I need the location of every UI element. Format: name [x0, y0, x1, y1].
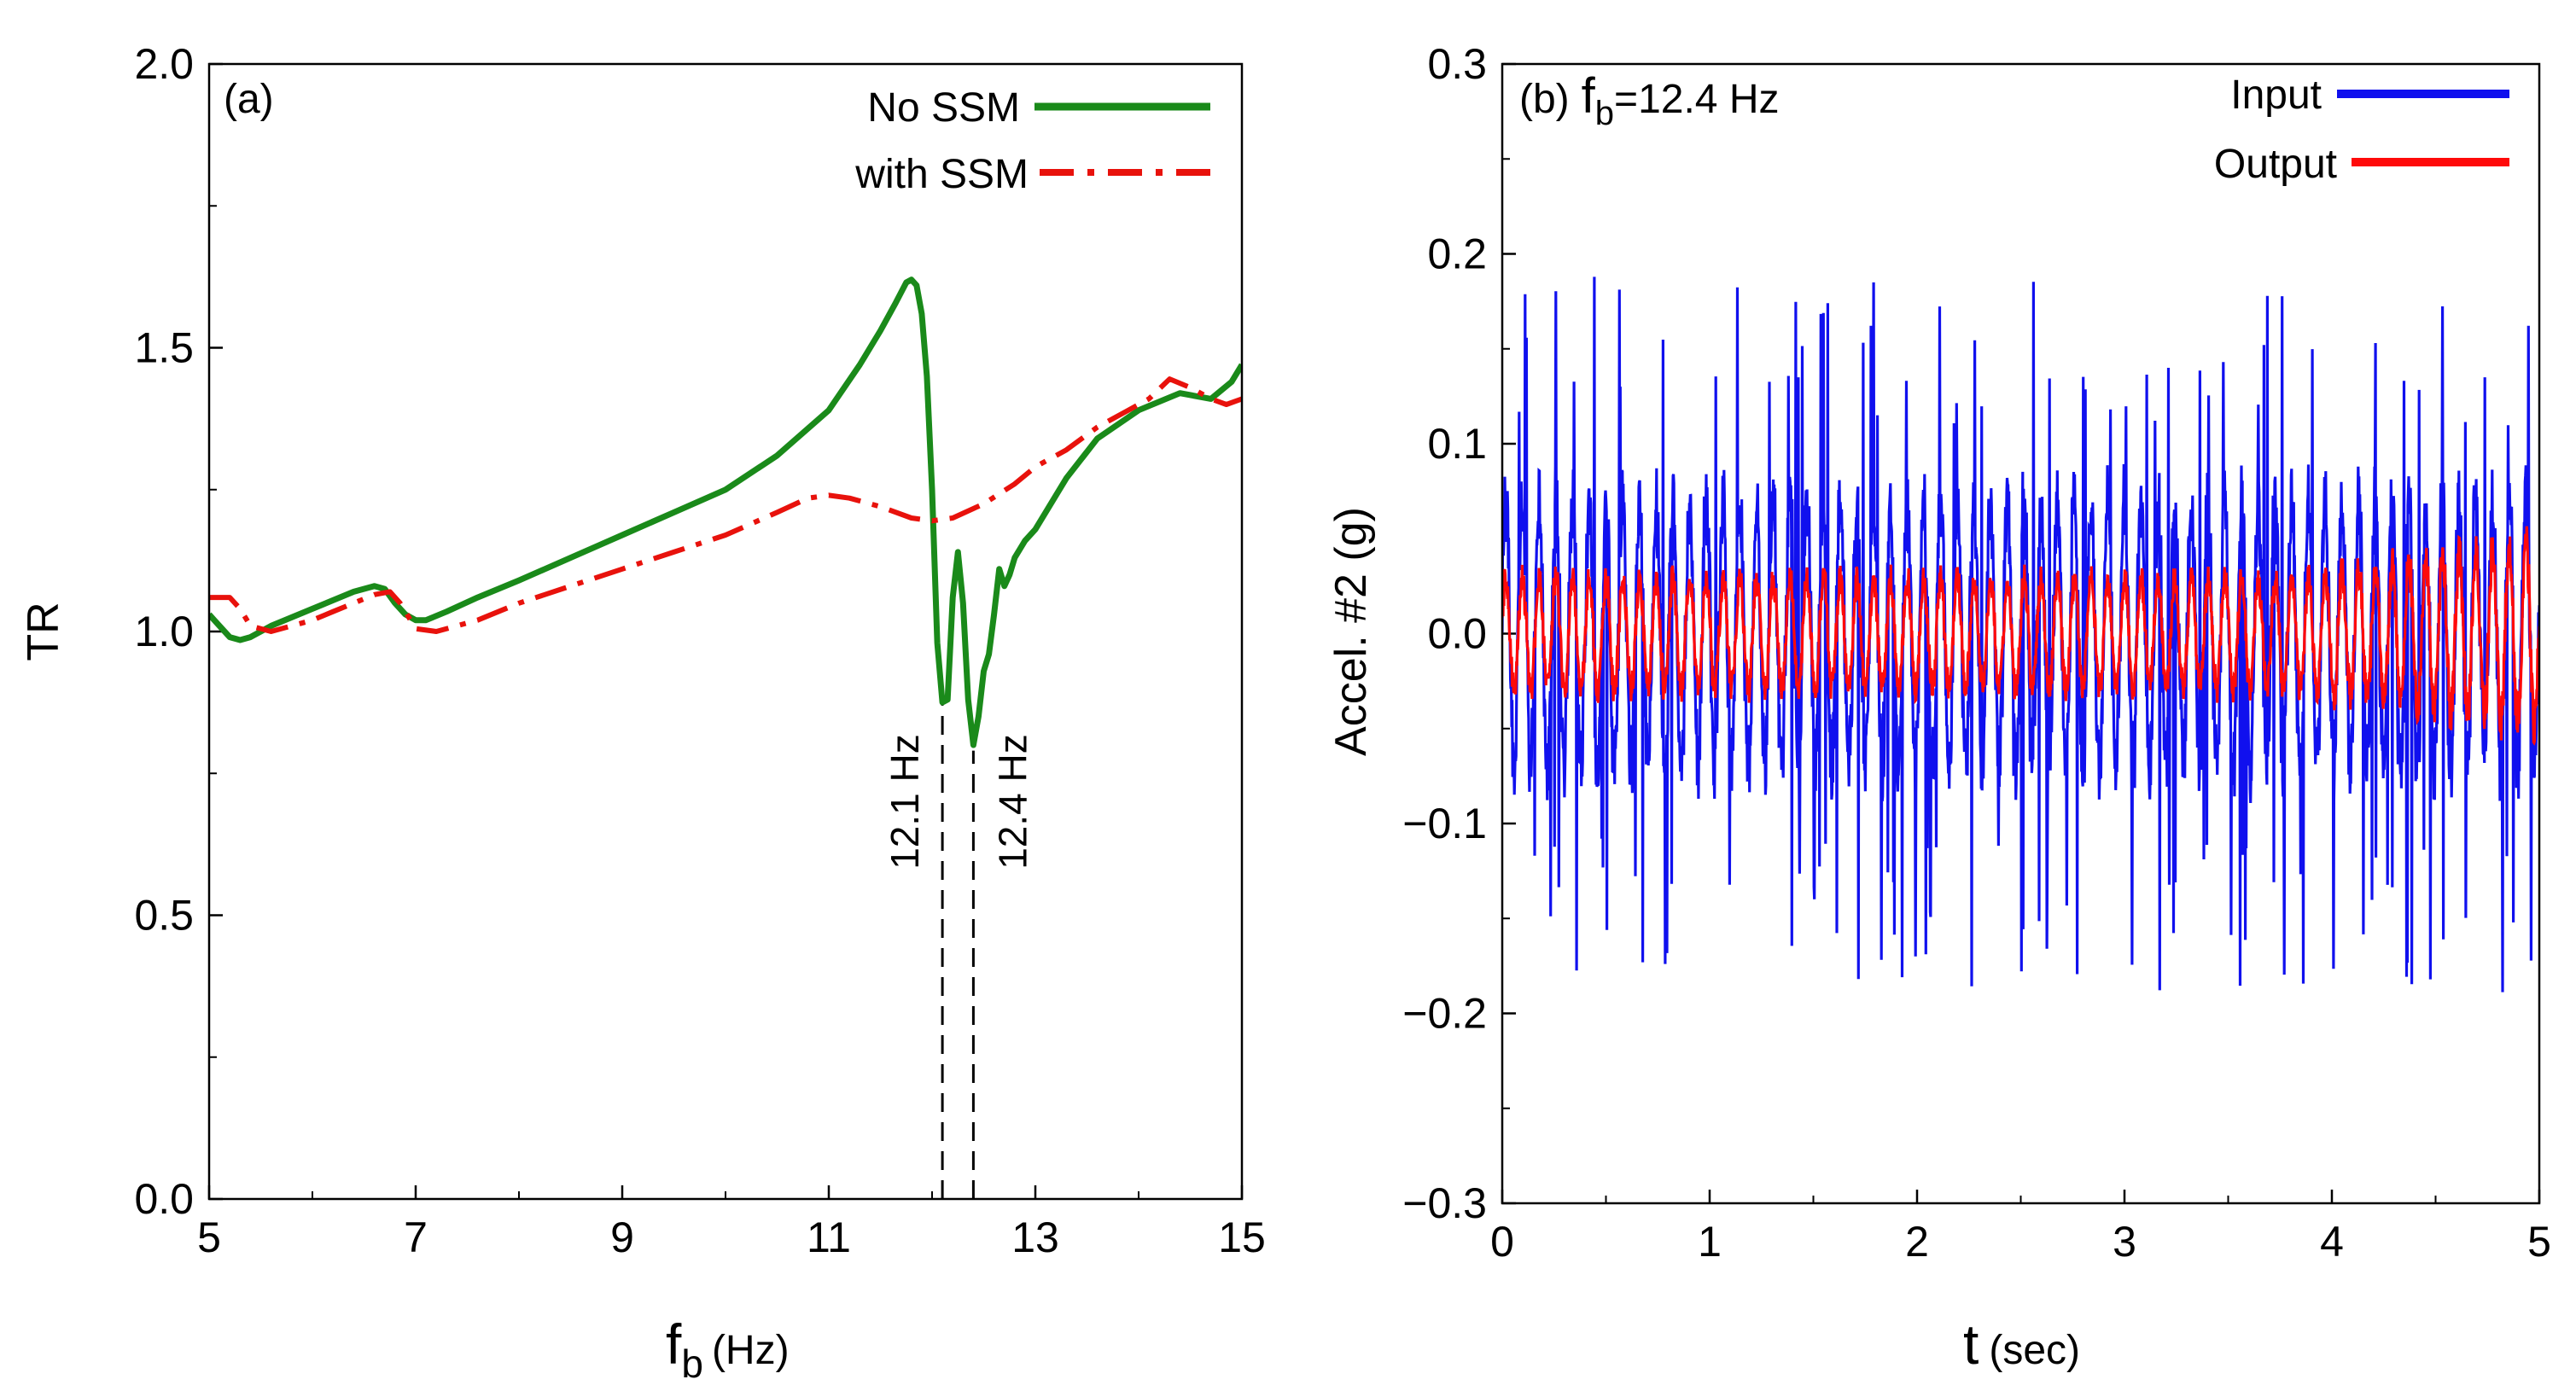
panel-a-ticks: 5 7 9 11 13 15 0.0 0.5 1.0 1.5 2.0: [134, 40, 1265, 1261]
series-line-no-ssm: [209, 276, 1242, 748]
panel-a-frame: [207, 62, 1244, 1201]
panel-b-title-symbol: f: [1582, 68, 1596, 124]
panel-b-title: (b) fb=12.4 Hz: [1519, 68, 1780, 132]
t-label-symbol: t: [1963, 1312, 1979, 1376]
panel-a-x-tick-label: 11: [807, 1213, 851, 1261]
panel-b-frame: [1501, 62, 2541, 1205]
panel-b-chart: 0 1 2 3 4 5 −0.3 −0.2 −0.1 0.0 0.1 0.2 0.3 (b) fb=12.…: [1326, 40, 2551, 1376]
panel-a-x-tick-label: 15: [1218, 1213, 1266, 1261]
panel-a-x-tick-label: 7: [404, 1213, 428, 1261]
annotation-label-0: 12.1 Hz: [883, 734, 927, 870]
panel-b-y-axis-label: Accel. #2 (g): [1326, 507, 1376, 756]
legend-entry-with-ssm: with SSM: [854, 152, 1029, 197]
panel-b-y-tick-label: −0.1: [1402, 800, 1487, 847]
panel-b-y-tick-label: −0.2: [1402, 990, 1487, 1038]
panel-a-x-tick-label: 5: [197, 1213, 221, 1261]
panel-a-legend: No SSM with SSM: [854, 85, 1210, 197]
panel-a-series: [209, 276, 1242, 748]
legend-entry-input: Input: [2230, 73, 2322, 118]
x-label-subscript: b: [681, 1342, 703, 1386]
series-line-with-ssm: [209, 376, 1242, 634]
x-label-unit: (Hz): [712, 1328, 790, 1373]
panel-b-y-tick-label: 0.0: [1427, 610, 1487, 658]
legend-entry-output: Output: [2214, 142, 2337, 187]
panel-a-label: (a): [224, 77, 274, 122]
panel-b-x-tick-label: 4: [2320, 1218, 2344, 1266]
panel-a-y-axis-label: TR: [19, 602, 68, 661]
panel-b-y-tick-label: −0.3: [1402, 1179, 1487, 1227]
panel-a-y-tick-label: 0.0: [134, 1175, 194, 1223]
legend-entry-no-ssm: No SSM: [867, 85, 1020, 131]
panel-b-y-tick-label: 0.3: [1427, 40, 1487, 88]
panel-a-y-tick-label: 2.0: [134, 40, 194, 88]
panel-a-annotations: 12.1 Hz 12.4 Hz: [883, 705, 1034, 1199]
panel-a-x-tick-label: 13: [1011, 1213, 1059, 1261]
panel-b-x-tick-label: 0: [1490, 1218, 1514, 1266]
panel-b-legend: Input Output: [2214, 73, 2509, 187]
t-label-unit: (sec): [1989, 1328, 2080, 1373]
panel-b-x-axis-label: t (sec): [1963, 1312, 2080, 1376]
panel-b-y-tick-label: 0.2: [1427, 230, 1487, 278]
panel-a-y-tick-label: 1.5: [134, 324, 194, 372]
annotation-label-1: 12.4 Hz: [990, 734, 1034, 870]
panel-a-x-tick-label: 9: [610, 1213, 634, 1261]
series-line-output: [1502, 526, 2539, 746]
panel-a-chart: 5 7 9 11 13 150.00.51.01.52.0 12.1 Hz 12.4 Hz …: [19, 40, 1266, 1386]
panel-b-ticks: 0 1 2 3 4 5 −0.3 −0.2 −0.1 0.0 0.1 0.2 0.3: [1402, 40, 2551, 1266]
panel-b-y-tick-label: 0.1: [1427, 420, 1487, 468]
panel-b-label: (b): [1519, 77, 1570, 122]
panel-a-y-tick-label: 1.0: [134, 608, 194, 655]
panel-a-x-axis-label: fb (Hz): [666, 1312, 790, 1386]
panel-b-title-value: =12.4 Hz: [1614, 77, 1779, 122]
panel-b-x-tick-label: 1: [1698, 1218, 1722, 1266]
panel-a-y-tick-label: 0.5: [134, 892, 194, 940]
panel-b-x-tick-label: 3: [2113, 1218, 2136, 1266]
panel-b-title-subscript: b: [1595, 95, 1614, 132]
panel-b-series: [1502, 276, 2539, 992]
x-label-symbol: f: [666, 1312, 682, 1376]
panel-b-x-tick-label: 5: [2527, 1218, 2551, 1266]
panel-b-x-tick-label: 2: [1905, 1218, 1929, 1266]
